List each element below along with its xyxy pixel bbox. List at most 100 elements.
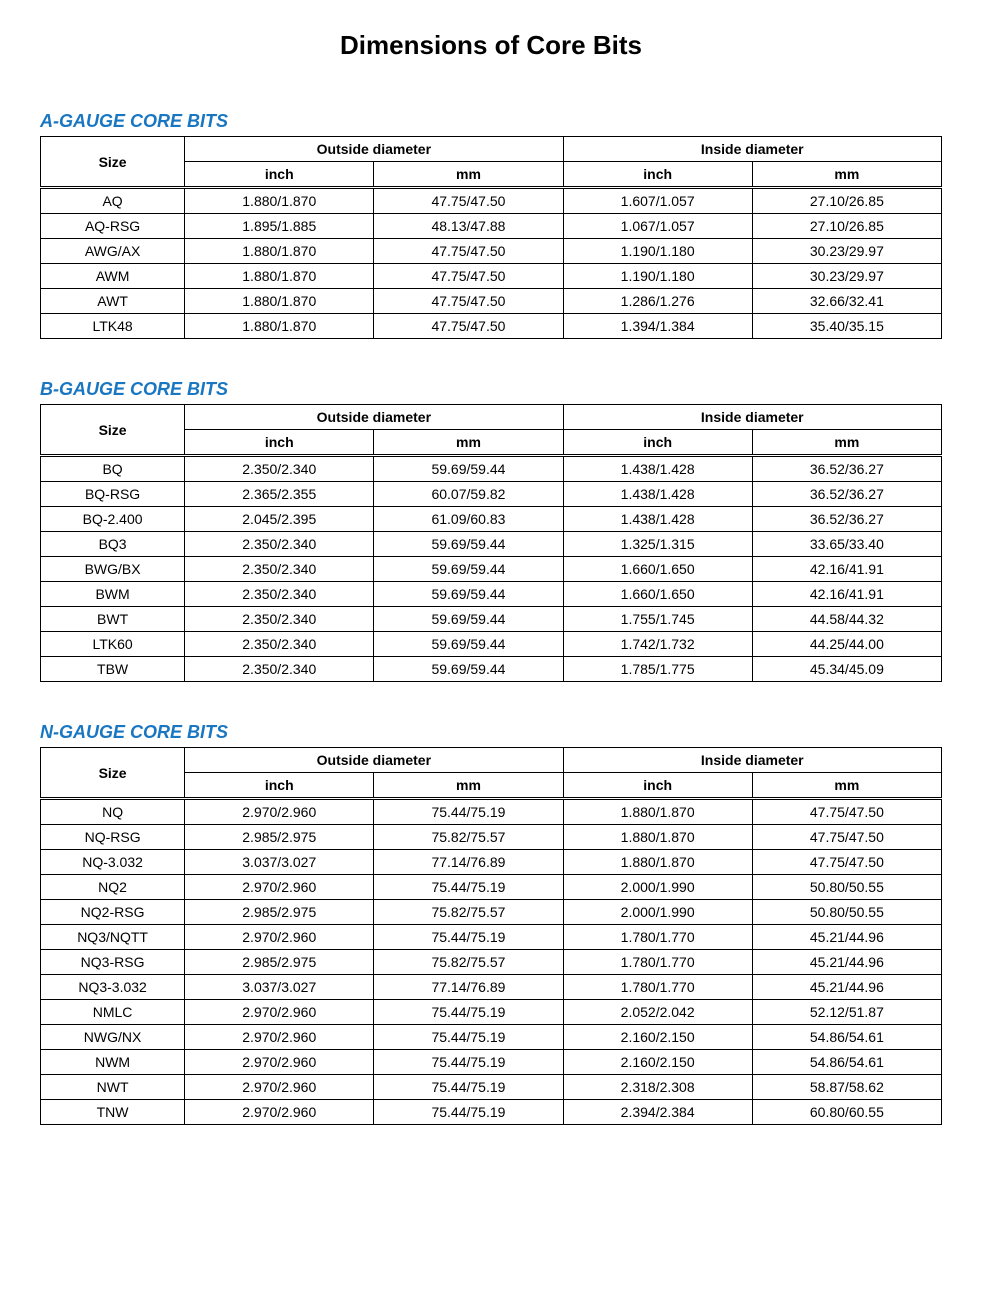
cell-value: 3.037/3.027	[185, 975, 374, 1000]
header-unit: mm	[752, 162, 941, 188]
cell-value: 47.75/47.50	[374, 314, 563, 339]
cell-size: TBW	[41, 657, 185, 682]
header-size: Size	[41, 137, 185, 188]
cell-value: 1.607/1.057	[563, 188, 752, 214]
cell-value: 75.44/75.19	[374, 875, 563, 900]
table-row: NWG/NX2.970/2.96075.44/75.192.160/2.1505…	[41, 1025, 942, 1050]
header-outside: Outside diameter	[185, 137, 563, 162]
cell-size: AWT	[41, 289, 185, 314]
cell-size: NQ3-RSG	[41, 950, 185, 975]
cell-size: NWM	[41, 1050, 185, 1075]
cell-value: 1.325/1.315	[563, 532, 752, 557]
header-inside: Inside diameter	[563, 748, 941, 773]
cell-value: 75.82/75.57	[374, 950, 563, 975]
header-unit: inch	[185, 162, 374, 188]
table-row: BWG/BX2.350/2.34059.69/59.441.660/1.6504…	[41, 557, 942, 582]
cell-value: 1.880/1.870	[185, 264, 374, 289]
header-unit: mm	[752, 773, 941, 799]
table-row: NQ3-3.0323.037/3.02777.14/76.891.780/1.7…	[41, 975, 942, 1000]
cell-value: 59.69/59.44	[374, 607, 563, 632]
core-bits-table: SizeOutside diameterInside diameterinchm…	[40, 747, 942, 1125]
cell-size: AQ	[41, 188, 185, 214]
cell-value: 1.190/1.180	[563, 239, 752, 264]
cell-size: NMLC	[41, 1000, 185, 1025]
cell-value: 75.44/75.19	[374, 1050, 563, 1075]
cell-value: 77.14/76.89	[374, 850, 563, 875]
cell-value: 47.75/47.50	[374, 264, 563, 289]
header-unit: inch	[563, 430, 752, 456]
cell-value: 1.880/1.870	[563, 850, 752, 875]
cell-value: 1.780/1.770	[563, 975, 752, 1000]
cell-value: 45.34/45.09	[752, 657, 941, 682]
cell-value: 75.44/75.19	[374, 925, 563, 950]
cell-value: 47.75/47.50	[752, 799, 941, 825]
table-row: AWG/AX1.880/1.87047.75/47.501.190/1.1803…	[41, 239, 942, 264]
table-row: BQ-RSG2.365/2.35560.07/59.821.438/1.4283…	[41, 482, 942, 507]
cell-size: NQ2-RSG	[41, 900, 185, 925]
cell-value: 2.045/2.395	[185, 507, 374, 532]
cell-value: 50.80/50.55	[752, 875, 941, 900]
header-outside: Outside diameter	[185, 748, 563, 773]
cell-value: 27.10/26.85	[752, 214, 941, 239]
table-row: NQ-3.0323.037/3.02777.14/76.891.880/1.87…	[41, 850, 942, 875]
table-row: AQ1.880/1.87047.75/47.501.607/1.05727.10…	[41, 188, 942, 214]
cell-size: BQ-RSG	[41, 482, 185, 507]
cell-value: 32.66/32.41	[752, 289, 941, 314]
cell-value: 2.985/2.975	[185, 950, 374, 975]
header-size: Size	[41, 405, 185, 456]
cell-value: 2.160/2.150	[563, 1025, 752, 1050]
cell-value: 75.44/75.19	[374, 1000, 563, 1025]
cell-value: 48.13/47.88	[374, 214, 563, 239]
cell-value: 1.660/1.650	[563, 557, 752, 582]
cell-value: 2.350/2.340	[185, 557, 374, 582]
table-row: AWT1.880/1.87047.75/47.501.286/1.27632.6…	[41, 289, 942, 314]
cell-value: 42.16/41.91	[752, 582, 941, 607]
cell-value: 44.25/44.00	[752, 632, 941, 657]
cell-size: NQ2	[41, 875, 185, 900]
cell-size: NQ-RSG	[41, 825, 185, 850]
cell-value: 2.000/1.990	[563, 900, 752, 925]
header-outside: Outside diameter	[185, 405, 563, 430]
cell-size: AQ-RSG	[41, 214, 185, 239]
header-unit: inch	[563, 773, 752, 799]
cell-value: 59.69/59.44	[374, 532, 563, 557]
cell-value: 2.970/2.960	[185, 1050, 374, 1075]
cell-value: 54.86/54.61	[752, 1025, 941, 1050]
cell-size: NQ	[41, 799, 185, 825]
header-unit: mm	[752, 430, 941, 456]
cell-size: BQ-2.400	[41, 507, 185, 532]
cell-value: 1.438/1.428	[563, 482, 752, 507]
cell-value: 75.44/75.19	[374, 1025, 563, 1050]
cell-value: 47.75/47.50	[374, 188, 563, 214]
table-row: LTK602.350/2.34059.69/59.441.742/1.73244…	[41, 632, 942, 657]
table-row: TBW2.350/2.34059.69/59.441.785/1.77545.3…	[41, 657, 942, 682]
section-title: A-GAUGE CORE BITS	[40, 111, 942, 132]
cell-value: 2.365/2.355	[185, 482, 374, 507]
section-title: N-GAUGE CORE BITS	[40, 722, 942, 743]
table-row: BQ32.350/2.34059.69/59.441.325/1.31533.6…	[41, 532, 942, 557]
cell-value: 52.12/51.87	[752, 1000, 941, 1025]
table-row: AWM1.880/1.87047.75/47.501.190/1.18030.2…	[41, 264, 942, 289]
cell-value: 2.970/2.960	[185, 1100, 374, 1125]
table-row: NQ22.970/2.96075.44/75.192.000/1.99050.8…	[41, 875, 942, 900]
cell-value: 1.895/1.885	[185, 214, 374, 239]
cell-value: 2.394/2.384	[563, 1100, 752, 1125]
table-row: NQ2-RSG2.985/2.97575.82/75.572.000/1.990…	[41, 900, 942, 925]
cell-value: 2.970/2.960	[185, 925, 374, 950]
header-inside: Inside diameter	[563, 137, 941, 162]
header-inside: Inside diameter	[563, 405, 941, 430]
cell-value: 1.067/1.057	[563, 214, 752, 239]
table-row: NWT2.970/2.96075.44/75.192.318/2.30858.8…	[41, 1075, 942, 1100]
table-row: AQ-RSG1.895/1.88548.13/47.881.067/1.0572…	[41, 214, 942, 239]
cell-value: 2.318/2.308	[563, 1075, 752, 1100]
table-row: NQ-RSG2.985/2.97575.82/75.571.880/1.8704…	[41, 825, 942, 850]
cell-value: 33.65/33.40	[752, 532, 941, 557]
cell-value: 1.438/1.428	[563, 456, 752, 482]
cell-value: 1.742/1.732	[563, 632, 752, 657]
cell-value: 59.69/59.44	[374, 582, 563, 607]
cell-value: 1.880/1.870	[563, 799, 752, 825]
cell-value: 60.80/60.55	[752, 1100, 941, 1125]
cell-value: 2.970/2.960	[185, 1025, 374, 1050]
cell-size: NWT	[41, 1075, 185, 1100]
cell-value: 75.44/75.19	[374, 1075, 563, 1100]
